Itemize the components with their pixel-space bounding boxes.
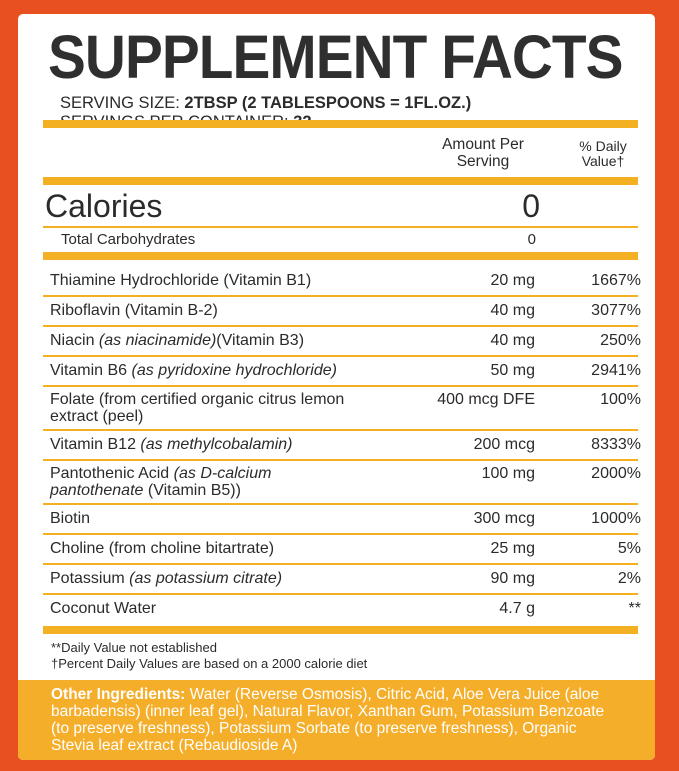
nutrient-name: Potassium (as potassium citrate) xyxy=(50,570,450,587)
carbs-row: Total Carbohydrates 0 xyxy=(43,231,638,251)
nutrient-daily-value: 2% xyxy=(617,570,641,587)
nutrient-row: Potassium (as potassium citrate) 90 mg 2… xyxy=(43,564,641,594)
supplement-facts-label: SUPPLEMENT FACTS SERVING SIZE: 2TBSP (2 … xyxy=(18,14,655,760)
calories-row: Calories 0 xyxy=(43,186,638,226)
nutrient-name: Niacin (as niacinamide)(Vitamin B3) xyxy=(50,332,450,349)
nutrient-name-text: Coconut Water xyxy=(50,600,157,617)
footnote-dv: **Daily Value not established xyxy=(51,640,217,655)
nutrient-daily-value: 250% xyxy=(600,332,641,349)
nutrient-daily-value: 2941% xyxy=(591,362,641,379)
nutrient-daily-value: ** xyxy=(628,600,641,617)
nutrient-name-suffix: (Vitamin B3) xyxy=(216,332,305,349)
other-ingredients: Other Ingredients: Water (Reverse Osmosi… xyxy=(18,680,655,760)
divider xyxy=(43,429,638,431)
nutrient-name-suffix: (Vitamin B5)) xyxy=(143,482,241,499)
nutrient-name-italic: (as D-calcium pantothenate xyxy=(50,465,272,499)
serving-size: SERVING SIZE: 2TBSP (2 TABLESPOONS = 1FL… xyxy=(60,94,471,113)
header-amount: Amount Per Serving xyxy=(442,136,524,170)
nutrient-daily-value: 1000% xyxy=(591,510,641,527)
nutrient-daily-value: 2000% xyxy=(591,465,641,482)
nutrient-row: Vitamin B12 (as methylcobalamin) 200 mcg… xyxy=(43,430,641,460)
nutrient-daily-value: 1667% xyxy=(591,272,641,289)
nutrient-row: Vitamin B6 (as pyridoxine hydrochloride)… xyxy=(43,356,641,386)
nutrient-name-italic: (as niacinamide) xyxy=(98,332,217,349)
nutrient-name-text: Potassium xyxy=(50,570,130,587)
nutrient-name: Vitamin B6 (as pyridoxine hydrochloride) xyxy=(50,362,450,379)
nutrient-name-text: Niacin xyxy=(50,332,99,349)
divider xyxy=(43,295,638,297)
nutrient-amount: 90 mg xyxy=(490,570,535,587)
other-ingredients-text: Water (Reverse Osmosis), Citric Acid, Al… xyxy=(51,686,605,754)
divider xyxy=(43,325,638,327)
nutrient-amount: 300 mcg xyxy=(473,510,535,527)
nutrient-amount: 50 mg xyxy=(490,362,535,379)
nutrient-daily-value: 3077% xyxy=(591,302,641,319)
divider xyxy=(43,252,638,260)
nutrient-row: Folate (from certified organic citrus le… xyxy=(43,386,641,430)
nutrient-name-italic: (as potassium citrate) xyxy=(129,570,283,587)
other-ingredients-label: Other Ingredients: xyxy=(51,686,190,703)
nutrient-name: Vitamin B12 (as methylcobalamin) xyxy=(50,436,450,453)
nutrient-name-text: Riboflavin (Vitamin B-2) xyxy=(50,302,218,319)
nutrient-name: Thiamine Hydrochloride (Vitamin B1) xyxy=(50,272,450,289)
divider xyxy=(43,626,638,634)
divider xyxy=(43,459,638,461)
nutrient-daily-value: 100% xyxy=(600,391,641,408)
calories-label: Calories xyxy=(45,188,163,224)
nutrient-amount: 200 mcg xyxy=(473,436,535,453)
nutrient-row: Coconut Water 4.7 g ** xyxy=(43,594,641,624)
divider xyxy=(43,385,638,387)
nutrient-name: Folate (from certified organic citrus le… xyxy=(50,391,360,425)
nutrient-name-text: Biotin xyxy=(50,510,91,527)
calories-value: 0 xyxy=(522,188,540,224)
nutrient-row: Thiamine Hydrochloride (Vitamin B1) 20 m… xyxy=(43,266,641,296)
nutrient-name-italic: (as methylcobalamin) xyxy=(140,436,293,453)
nutrient-amount: 4.7 g xyxy=(499,600,535,617)
nutrient-name-text: Vitamin B6 xyxy=(50,362,132,379)
nutrient-amount: 40 mg xyxy=(490,302,535,319)
nutrient-name: Biotin xyxy=(50,510,450,527)
serving-size-value: 2TBSP (2 TABLESPOONS = 1FL.OZ.) xyxy=(184,94,472,112)
divider xyxy=(43,593,638,595)
nutrient-amount: 25 mg xyxy=(490,540,535,557)
carbs-label: Total Carbohydrates xyxy=(61,231,196,248)
nutrient-name-text: Folate (from certified organic citrus le… xyxy=(50,391,345,425)
divider xyxy=(43,563,638,565)
nutrient-amount: 400 mcg DFE xyxy=(437,391,535,408)
divider xyxy=(43,503,638,505)
divider xyxy=(43,120,638,128)
nutrient-name-text: Pantothenic Acid xyxy=(50,465,174,482)
nutrient-row: Pantothenic Acid (as D-calcium pantothen… xyxy=(43,460,641,504)
nutrient-name-italic: (as pyridoxine hydrochloride) xyxy=(131,362,337,379)
nutrient-daily-value: 8333% xyxy=(591,436,641,453)
nutrient-daily-value: 5% xyxy=(617,540,641,557)
header-daily-value: % Daily Value† xyxy=(579,138,627,169)
nutrient-amount: 40 mg xyxy=(490,332,535,349)
divider xyxy=(43,226,638,228)
divider xyxy=(43,177,638,185)
nutrient-name-text: Choline (from choline bitartrate) xyxy=(50,540,275,557)
nutrient-name: Choline (from choline bitartrate) xyxy=(50,540,450,557)
nutrient-amount: 20 mg xyxy=(490,272,535,289)
nutrient-amount: 100 mg xyxy=(481,465,535,482)
nutrient-name: Riboflavin (Vitamin B-2) xyxy=(50,302,450,319)
title: SUPPLEMENT FACTS xyxy=(48,23,623,91)
nutrient-name-text: Thiamine Hydrochloride (Vitamin B1) xyxy=(50,272,312,289)
nutrient-row: Niacin (as niacinamide)(Vitamin B3) 40 m… xyxy=(43,326,641,356)
serving-size-label: SERVING SIZE: xyxy=(60,94,185,112)
divider xyxy=(43,355,638,357)
divider xyxy=(43,533,638,535)
nutrient-row: Biotin 300 mcg 1000% xyxy=(43,504,641,534)
nutrient-name: Coconut Water xyxy=(50,600,450,617)
nutrient-row: Choline (from choline bitartrate) 25 mg … xyxy=(43,534,641,564)
carbs-value: 0 xyxy=(527,231,536,248)
nutrient-row: Riboflavin (Vitamin B-2) 40 mg 3077% xyxy=(43,296,641,326)
nutrient-name-text: Vitamin B12 xyxy=(50,436,141,453)
nutrient-name: Pantothenic Acid (as D-calcium pantothen… xyxy=(50,465,360,499)
footnote-percent: †Percent Daily Values are based on a 200… xyxy=(51,656,368,671)
